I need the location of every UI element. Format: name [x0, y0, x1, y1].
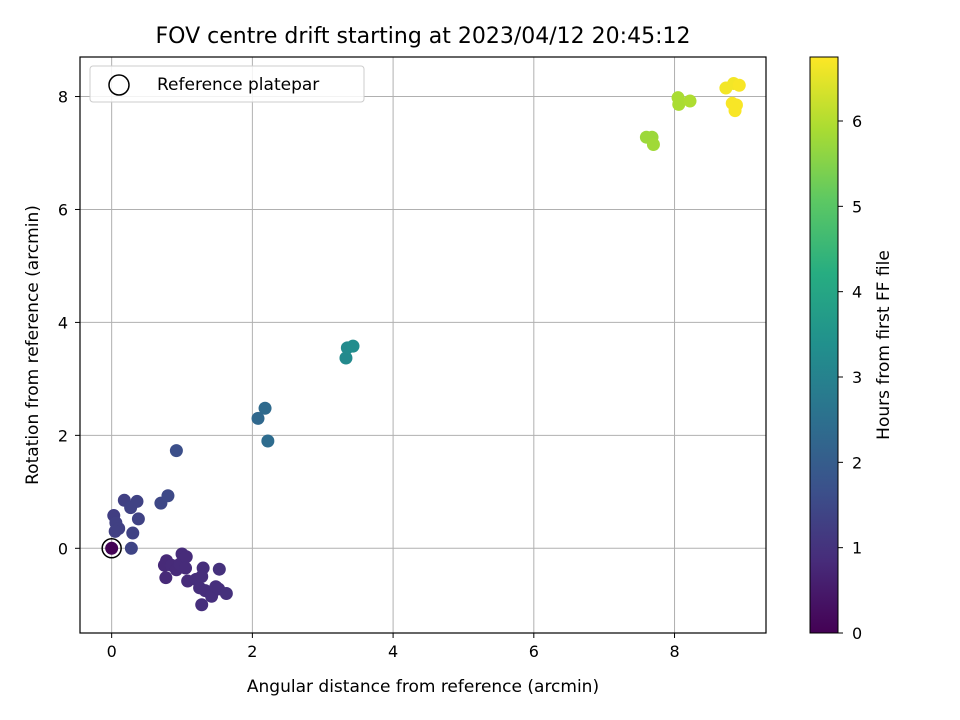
x-tick-label: 8: [669, 642, 679, 661]
data-point: [108, 524, 122, 538]
data-point: [683, 94, 697, 108]
y-tick-label: 6: [58, 200, 68, 219]
data-point: [179, 550, 193, 564]
x-axis-label: Angular distance from reference (arcmin): [247, 677, 599, 697]
colorbar-tick-label: 6: [852, 112, 862, 131]
data-point: [251, 411, 265, 425]
y-axis-label: Rotation from reference (arcmin): [23, 205, 43, 485]
data-point: [258, 401, 272, 415]
data-point: [130, 494, 144, 508]
x-axis: 0 2 4 6 8: [107, 633, 680, 661]
colorbar: 0 1 2 3 4 5 6: [809, 56, 862, 643]
data-point: [732, 78, 746, 92]
colorbar-tick-label: 4: [852, 283, 862, 302]
data-point: [126, 526, 140, 540]
y-tick-label: 2: [58, 426, 68, 445]
data-point: [646, 138, 660, 152]
y-tick-label: 4: [58, 313, 68, 332]
y-tick-label: 8: [58, 88, 68, 107]
data-point: [728, 104, 742, 118]
colorbar-tick-label: 0: [852, 624, 862, 643]
colorbar-label: Hours from first FF file: [874, 250, 894, 440]
data-point: [261, 434, 275, 448]
data-point: [339, 351, 353, 365]
data-point: [131, 512, 145, 526]
legend: Reference platepar: [89, 65, 365, 103]
data-point: [195, 598, 209, 612]
data-point: [124, 541, 138, 555]
x-tick-label: 0: [107, 642, 117, 661]
data-point: [179, 561, 193, 575]
data-point: [195, 570, 209, 584]
plot-frame: [79, 56, 767, 634]
x-tick-label: 2: [247, 642, 257, 661]
data-point: [161, 489, 175, 503]
colorbar-tick-label: 5: [852, 197, 862, 216]
y-tick-label: 0: [58, 539, 68, 558]
data-point: [346, 339, 360, 353]
data-point: [169, 444, 183, 458]
data-point: [159, 571, 173, 585]
legend-label-reference: Reference platepar: [157, 75, 319, 95]
x-tick-label: 6: [529, 642, 539, 661]
legend-marker-reference: [108, 74, 130, 96]
x-tick-label: 4: [388, 642, 398, 661]
y-axis: 0 2 4 6 8: [58, 88, 80, 558]
colorbar-tick-label: 2: [852, 453, 862, 472]
data-point: [219, 586, 233, 600]
colorbar-bar: [809, 56, 839, 634]
colorbar-tick-label: 3: [852, 368, 862, 387]
plot-area: [79, 56, 767, 634]
data-point: [212, 562, 226, 576]
colorbar-tick-label: 1: [852, 539, 862, 558]
data-point: [672, 97, 686, 111]
legend-frame: [89, 65, 365, 103]
chart-title: FOV centre drift starting at 2023/04/12 …: [156, 24, 691, 49]
reference-marker: [101, 538, 122, 559]
data-point: [105, 541, 119, 555]
